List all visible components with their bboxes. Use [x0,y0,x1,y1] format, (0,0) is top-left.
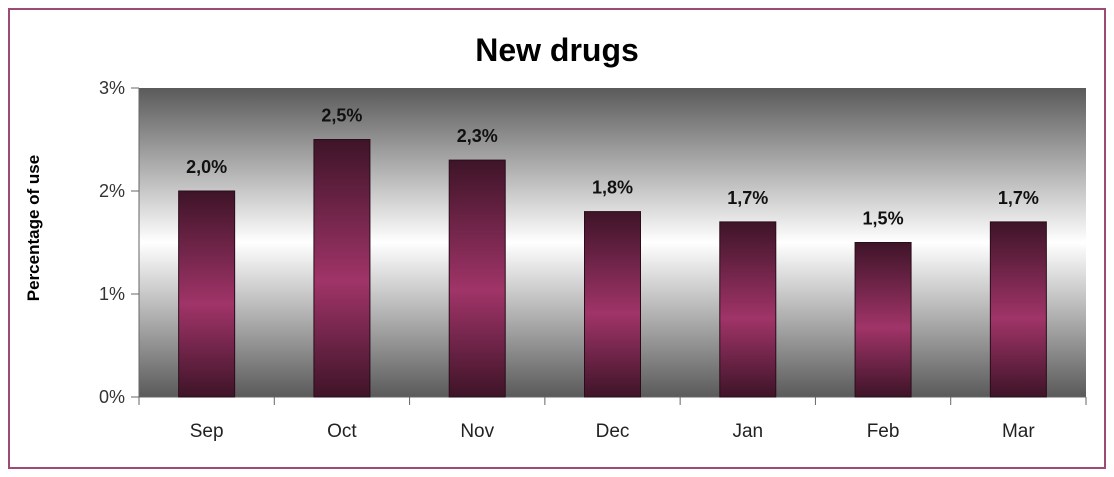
data-label: 2,0% [186,157,227,177]
bar [719,221,777,398]
y-tick-label: 1% [99,284,125,304]
bar [854,242,912,398]
y-tick-label: 0% [99,387,125,407]
data-label: 1,8% [592,178,633,198]
data-label: 1,5% [863,209,904,229]
y-tick-label: 2% [99,181,125,201]
bar [178,190,236,398]
data-label: 1,7% [998,188,1039,208]
chart-title: New drugs [475,32,639,68]
x-category-label: Dec [596,421,630,442]
bar [584,211,641,398]
x-category-label: Sep [190,421,224,442]
bar [989,221,1047,398]
data-label: 2,5% [321,106,362,126]
x-category-label: Feb [867,421,900,442]
x-axis: Sep Oct Nov Dec Jan Feb Mar [138,396,1087,442]
y-tick-label: 3% [99,78,125,98]
bar [313,139,371,398]
y-axis: 0% 1% 2% 3% [99,78,140,407]
bars [178,139,1047,398]
bar [448,159,506,398]
data-label: 2,3% [457,126,498,146]
x-category-label: Oct [327,421,357,442]
data-label: 1,7% [727,188,768,208]
x-category-label: Nov [460,421,494,442]
x-category-label: Mar [1002,421,1035,442]
x-category-label: Jan [732,421,763,442]
data-labels: 2,0% 2,5% 2,3% 1,8% 1,7% 1,5% 1,7% [186,106,1039,229]
